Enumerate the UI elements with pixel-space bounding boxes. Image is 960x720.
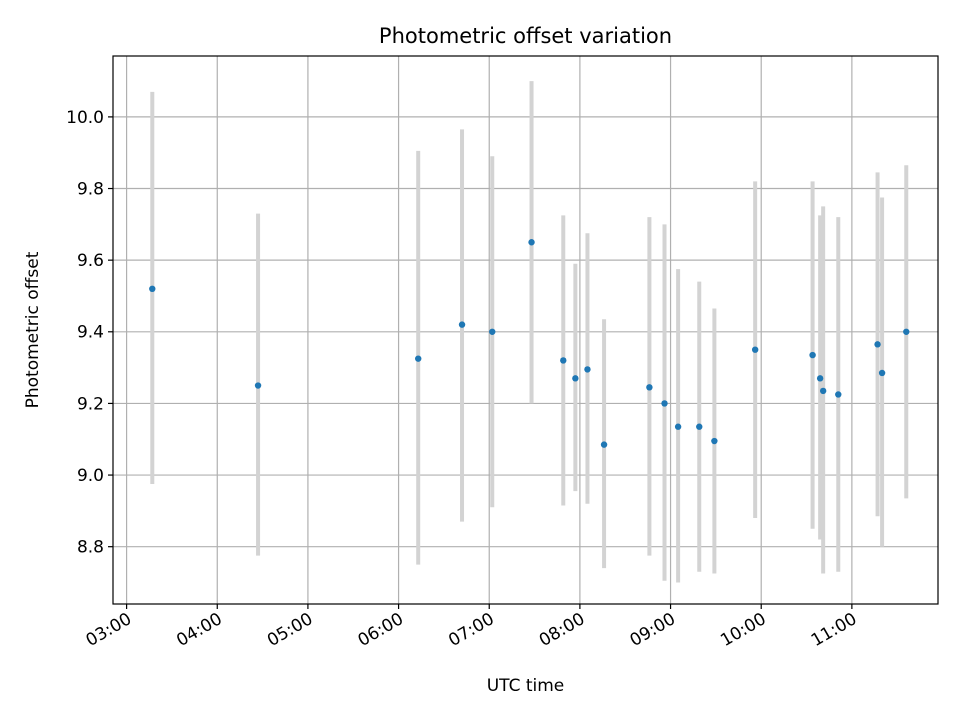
data-point	[528, 239, 535, 246]
data-point	[696, 423, 703, 430]
chart-title: Photometric offset variation	[379, 24, 672, 48]
data-points	[149, 239, 910, 448]
plot-frame	[112, 55, 939, 605]
data-point	[809, 351, 816, 359]
data-point	[646, 384, 653, 391]
data-point	[819, 387, 827, 395]
data-point	[878, 369, 886, 377]
y-tick-label: 8.8	[77, 538, 104, 558]
data-point	[572, 375, 579, 382]
data-point	[874, 341, 881, 348]
y-tick-label: 9.6	[77, 251, 104, 271]
data-point	[415, 355, 422, 362]
y-tick-label: 9.2	[77, 394, 104, 414]
grid	[113, 56, 938, 604]
y-tick-label: 9.8	[77, 179, 104, 199]
y-axis-label: Photometric offset	[23, 251, 43, 408]
y-tick-label: 10.0	[66, 108, 104, 128]
y-tick-label: 9.4	[77, 323, 104, 343]
data-point	[661, 400, 668, 407]
data-point	[835, 391, 842, 398]
data-point	[489, 328, 496, 335]
data-point	[751, 346, 759, 353]
data-point	[584, 366, 591, 373]
x-axis-label: UTC time	[487, 676, 565, 696]
data-point	[149, 285, 156, 293]
data-point	[560, 357, 567, 364]
data-point	[458, 321, 466, 328]
data-point	[254, 382, 262, 389]
data-point	[903, 328, 910, 335]
data-point	[816, 375, 824, 382]
data-point	[711, 437, 718, 445]
data-point	[600, 441, 608, 448]
y-tick-label: 9.0	[77, 466, 104, 486]
data-point	[674, 423, 682, 430]
